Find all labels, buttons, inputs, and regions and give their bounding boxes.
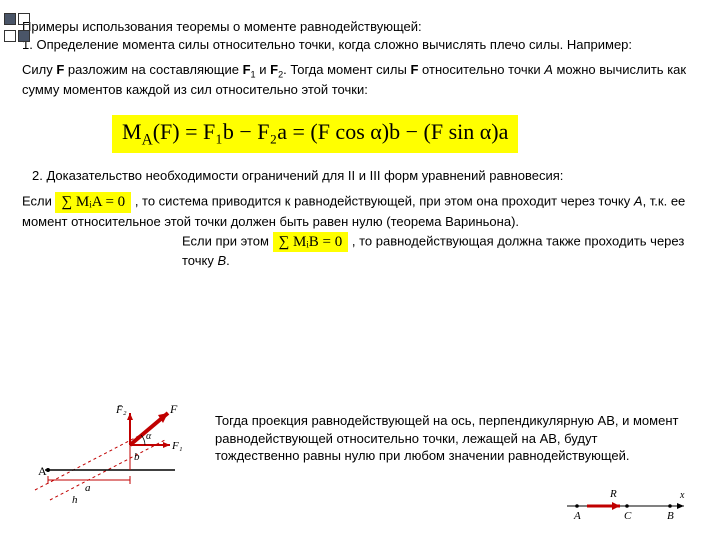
svg-text:α: α [146, 431, 152, 442]
svg-text:x: x [679, 490, 685, 501]
para-examples-header: Примеры использования теоремы о моменте … [22, 18, 698, 53]
formula-sumA: ∑ MᵢA = 0 [55, 192, 131, 212]
text: Примеры использования теоремы о моменте … [22, 19, 422, 34]
para-projection: Тогда проекция равнодействующей на ось, … [215, 412, 685, 465]
svg-text:F: F [169, 402, 178, 416]
text: 1. Определение момента силы относительно… [22, 37, 632, 52]
svg-text:F̄₂: F̄₂ [115, 404, 127, 416]
svg-text:R: R [609, 488, 617, 500]
svg-text:A: A [38, 464, 47, 478]
main-formula: MA(F) = F₁b − F₂a = (F cos α)b − (F sin … [112, 115, 518, 153]
svg-text:F₁: F₁ [171, 440, 183, 452]
formula-sumB: ∑ MᵢB = 0 [273, 232, 349, 252]
axis-diagram: x A C B R [562, 481, 692, 526]
svg-text:h: h [72, 494, 78, 505]
para-force-decompose: Силу F разложим на составляющие F1 и F2.… [22, 61, 698, 98]
para-proof-header: 2. Доказательство необходимости ограниче… [32, 167, 698, 185]
force-diagram: A a h b F F₁ F̄₂ α [30, 395, 200, 505]
svg-text:b: b [134, 451, 140, 463]
svg-text:a: a [85, 482, 91, 494]
svg-text:B: B [667, 510, 674, 522]
svg-text:C: C [624, 510, 632, 522]
svg-text:A: A [573, 510, 581, 522]
para-if-sumB: Если при этом ∑ MᵢB = 0 , то равнодейств… [182, 232, 698, 270]
para-if-sumA: Если ∑ MᵢA = 0 , то система приводится к… [22, 192, 698, 230]
